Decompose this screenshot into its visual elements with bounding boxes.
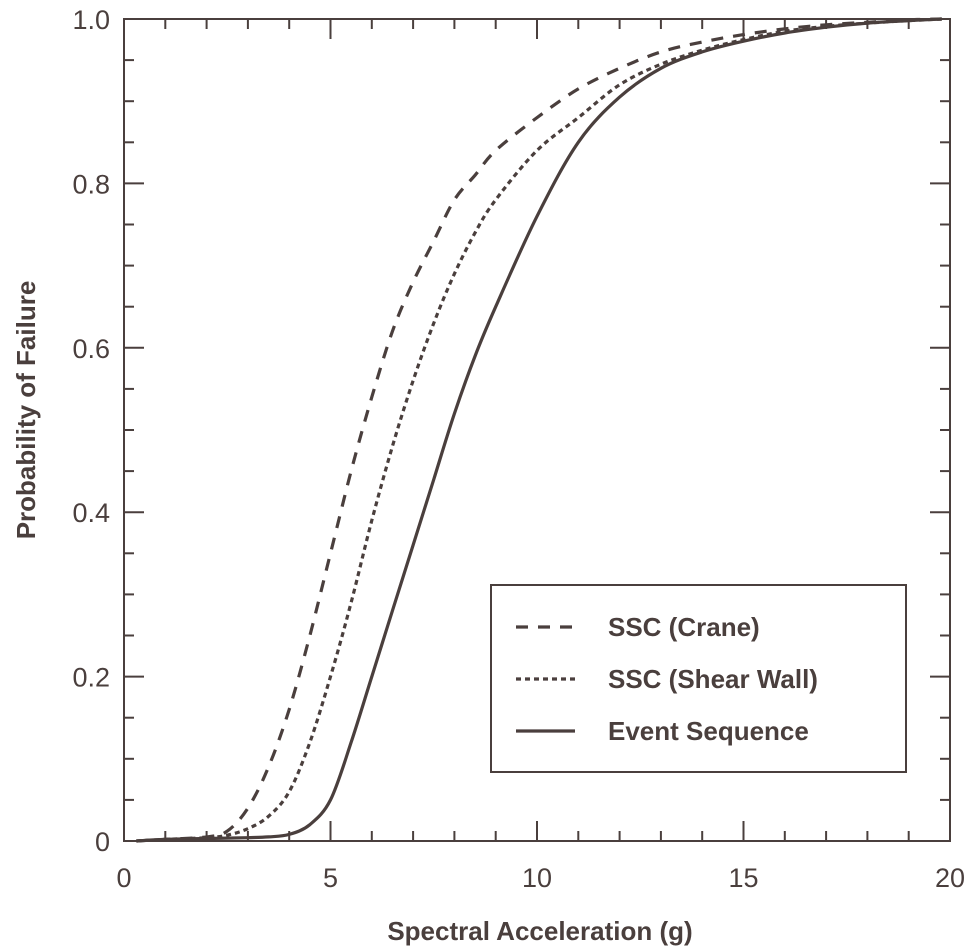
y-tick-label: 0.8 <box>72 169 110 199</box>
y-tick-label: 0.2 <box>72 663 110 693</box>
series-layer <box>136 17 942 843</box>
y-tick-label: 0.4 <box>72 498 110 528</box>
legend-label-2: Event Sequence <box>608 716 809 746</box>
series-line-2 <box>136 17 942 843</box>
x-tick-label: 20 <box>935 863 965 893</box>
y-tick-label: 0.6 <box>72 334 110 364</box>
x-tick-label: 15 <box>728 863 758 893</box>
y-axis-title: Probability of Failure <box>11 281 41 540</box>
x-tick-label: 10 <box>522 863 552 893</box>
legend-label-1: SSC (Shear Wall) <box>608 664 818 694</box>
x-tick-label: 0 <box>116 863 131 893</box>
x-axis-title: Spectral Acceleration (g) <box>387 916 692 946</box>
y-tick-label: 0 <box>95 827 110 857</box>
legend-label-0: SSC (Crane) <box>608 612 760 642</box>
legend: SSC (Crane) SSC (Shear Wall) Event Sequenc… <box>490 584 907 773</box>
axes-layer: 0 5 10 15 20 0 0.2 0.4 0.6 0.8 1.0 Spectral Acceler… <box>11 5 965 946</box>
y-tick-label: 1.0 <box>72 5 110 35</box>
x-tick-label: 5 <box>323 863 338 893</box>
series-line-1 <box>136 17 942 843</box>
series-line-0 <box>136 17 942 843</box>
legend-box <box>490 584 907 773</box>
